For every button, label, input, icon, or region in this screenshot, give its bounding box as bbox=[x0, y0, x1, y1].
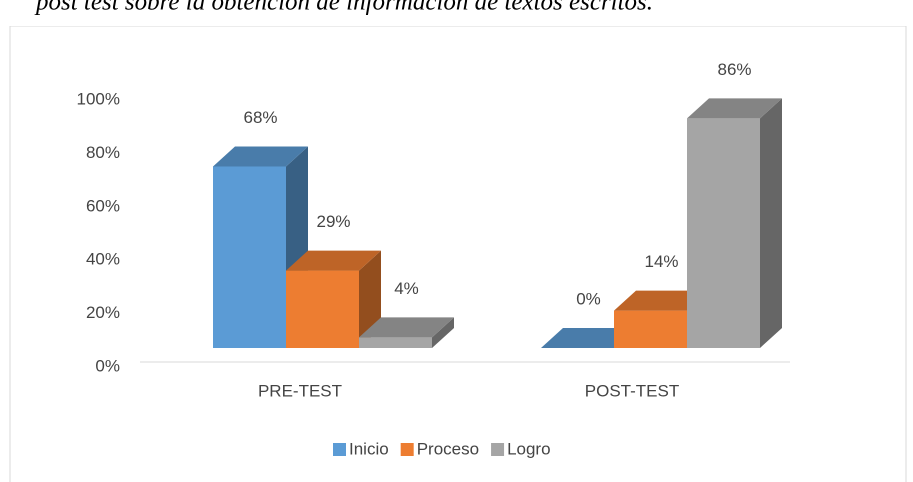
legend-swatch bbox=[491, 443, 505, 456]
y-tick-label: 60% bbox=[86, 196, 120, 215]
legend-label: Logro bbox=[507, 439, 550, 458]
y-tick-label: 100% bbox=[77, 89, 120, 108]
data-label: 4% bbox=[394, 279, 419, 298]
bar-side bbox=[760, 98, 782, 348]
bar-side bbox=[432, 317, 454, 348]
bar-top bbox=[687, 98, 782, 119]
bar-front bbox=[213, 166, 286, 348]
bar-top bbox=[614, 290, 709, 311]
y-tick-label: 40% bbox=[86, 250, 120, 269]
title-strip bbox=[0, 0, 913, 26]
legend-label: Proceso bbox=[417, 439, 479, 458]
bar-top bbox=[541, 328, 636, 348]
bar-top bbox=[286, 250, 381, 271]
legend-swatch bbox=[400, 443, 414, 456]
bar-front bbox=[687, 118, 760, 348]
data-label: 14% bbox=[644, 252, 678, 271]
bar-front bbox=[614, 310, 687, 348]
data-label: 29% bbox=[316, 212, 350, 231]
legend-label: Inicio bbox=[349, 439, 389, 458]
x-tick-label: PRE-TEST bbox=[258, 381, 342, 400]
bar-front bbox=[286, 270, 359, 348]
bar-top bbox=[359, 317, 454, 338]
x-tick-label: POST-TEST bbox=[585, 381, 679, 400]
y-tick-label: 0% bbox=[95, 356, 120, 375]
legend-swatch bbox=[333, 443, 346, 456]
bar-front bbox=[359, 337, 432, 348]
y-tick-label: 20% bbox=[86, 303, 120, 322]
bar-top bbox=[213, 146, 308, 167]
chart-title: post test sobre la obtención de informac… bbox=[34, 0, 653, 16]
data-label: 68% bbox=[243, 108, 277, 127]
data-label: 86% bbox=[717, 60, 751, 79]
data-label: 0% bbox=[576, 289, 601, 308]
y-tick-label: 80% bbox=[86, 143, 120, 162]
